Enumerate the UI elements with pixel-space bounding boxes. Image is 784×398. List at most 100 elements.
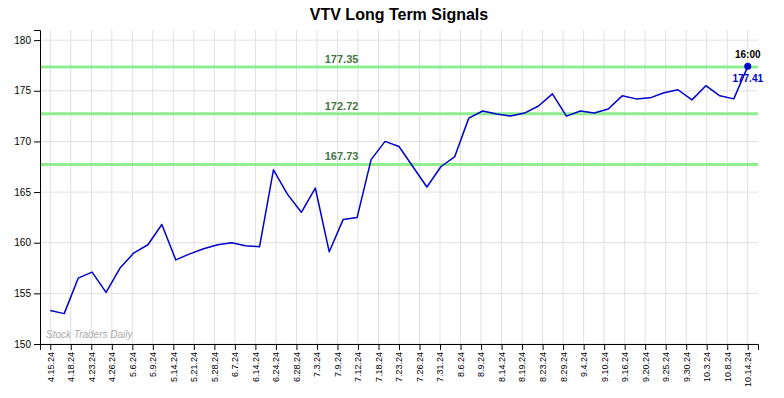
tick: 8.14.24 — [497, 344, 507, 382]
tick-label: 7.31.24 — [435, 352, 445, 382]
tick-label: 7.26.24 — [415, 352, 425, 382]
tick-mark — [420, 344, 421, 350]
tick-label: 9.25.24 — [661, 352, 671, 382]
tick-mark — [645, 344, 646, 350]
tick: 8.23.24 — [538, 344, 548, 382]
tick-mark — [276, 344, 277, 350]
tick-label: 4.26.24 — [107, 352, 117, 382]
tick-mark — [34, 40, 40, 41]
grid-line — [522, 30, 523, 344]
tick-mark — [255, 344, 256, 350]
tick: 10.3.24 — [702, 344, 712, 382]
tick-mark — [50, 344, 51, 350]
signal-label: 177.35 — [325, 53, 359, 65]
price-line — [50, 66, 747, 313]
tick-mark — [440, 344, 441, 350]
signal-line — [40, 112, 758, 115]
tick: 5.21.24 — [189, 344, 199, 382]
tick-mark — [563, 344, 564, 350]
tick-mark — [748, 344, 749, 350]
tick-label: 8.23.24 — [538, 352, 548, 382]
tick: 9.30.24 — [682, 344, 692, 382]
tick: 160 — [14, 237, 40, 248]
tick-label: 7.23.24 — [394, 352, 404, 382]
data-area — [40, 63, 758, 314]
tick-label: 5.21.24 — [189, 352, 199, 382]
tick: 6.24.24 — [271, 344, 281, 382]
grid-line — [152, 30, 153, 344]
tick: 9.20.24 — [641, 344, 651, 382]
tick-label: 9.16.24 — [620, 352, 630, 382]
tick-label: 8.6.24 — [456, 352, 466, 377]
tick-label: 5.14.24 — [169, 352, 179, 382]
tick: 155 — [14, 288, 40, 299]
tick-mark — [625, 344, 626, 350]
tick-mark — [34, 243, 40, 244]
tick: 8.9.24 — [476, 344, 486, 377]
grid-line — [275, 30, 276, 344]
tick: 7.3.24 — [312, 344, 322, 377]
last-point — [744, 63, 751, 70]
tick-label: 150 — [14, 339, 31, 350]
tick: 150 — [14, 339, 40, 350]
grid — [40, 30, 758, 344]
tick-label: 9.20.24 — [641, 352, 651, 382]
time-label: 16:00 — [735, 49, 761, 60]
tick-mark — [686, 344, 687, 350]
tick-mark — [91, 344, 92, 350]
plot: 4.15.244.18.244.23.244.26.245.6.245.9.24… — [14, 30, 763, 387]
tick: 9.10.24 — [600, 344, 610, 382]
tick-mark — [337, 344, 338, 350]
tick-label: 165 — [14, 187, 31, 198]
tick-mark — [543, 344, 544, 350]
tick: 8.29.24 — [558, 344, 568, 382]
grid-line — [50, 30, 51, 344]
tick: 4.15.24 — [46, 344, 56, 382]
grid-line — [624, 30, 625, 344]
grid-line — [501, 30, 502, 344]
tick-mark — [378, 344, 379, 350]
y-axis: 150 155 160 165 170 175 180 — [14, 31, 40, 350]
tick-label: 4.15.24 — [46, 352, 56, 382]
grid-line — [481, 30, 482, 344]
tick-mark — [666, 344, 667, 350]
tick: 8.6.24 — [456, 344, 466, 377]
tick-label: 5.28.24 — [210, 352, 220, 382]
tick-mark — [522, 344, 523, 350]
tick-mark — [604, 344, 605, 350]
tick-mark — [34, 91, 40, 92]
tick: 7.31.24 — [435, 344, 445, 382]
grid-line — [255, 30, 256, 344]
tick-label: 10.14.24 — [743, 352, 753, 387]
tick: 180 — [14, 35, 40, 46]
tick-label: 6.14.24 — [251, 352, 261, 382]
tick: 7.12.24 — [353, 344, 363, 382]
tick: 9.16.24 — [620, 344, 630, 382]
tick: 6.14.24 — [251, 344, 261, 382]
x-axis: 4.15.244.18.244.23.244.26.245.6.245.9.24… — [41, 344, 759, 387]
tick-label: 5.9.24 — [148, 352, 158, 377]
grid-line — [563, 30, 564, 344]
price-label: 177.41 — [732, 73, 763, 84]
grid-line — [111, 30, 112, 344]
grid-line — [645, 30, 646, 344]
grid-line — [378, 30, 379, 344]
grid-line — [399, 30, 400, 344]
grid-line — [542, 30, 543, 344]
tick-label: 7.9.24 — [333, 352, 343, 377]
grid-line — [706, 30, 707, 344]
tick-mark — [112, 344, 113, 350]
tick-label: 6.28.24 — [292, 352, 302, 382]
tick-mark — [584, 344, 585, 350]
tick: 175 — [14, 85, 40, 96]
tick-mark — [34, 192, 40, 193]
tick: 8.19.24 — [517, 344, 527, 382]
tick-label: 8.9.24 — [476, 352, 486, 377]
tick-mark — [34, 344, 40, 345]
tick: 9.25.24 — [661, 344, 671, 382]
tick: 165 — [14, 187, 40, 198]
tick: 170 — [14, 136, 40, 147]
tick: 7.26.24 — [415, 344, 425, 382]
grid-line — [214, 30, 215, 344]
tick-label: 6.7.24 — [230, 352, 240, 377]
